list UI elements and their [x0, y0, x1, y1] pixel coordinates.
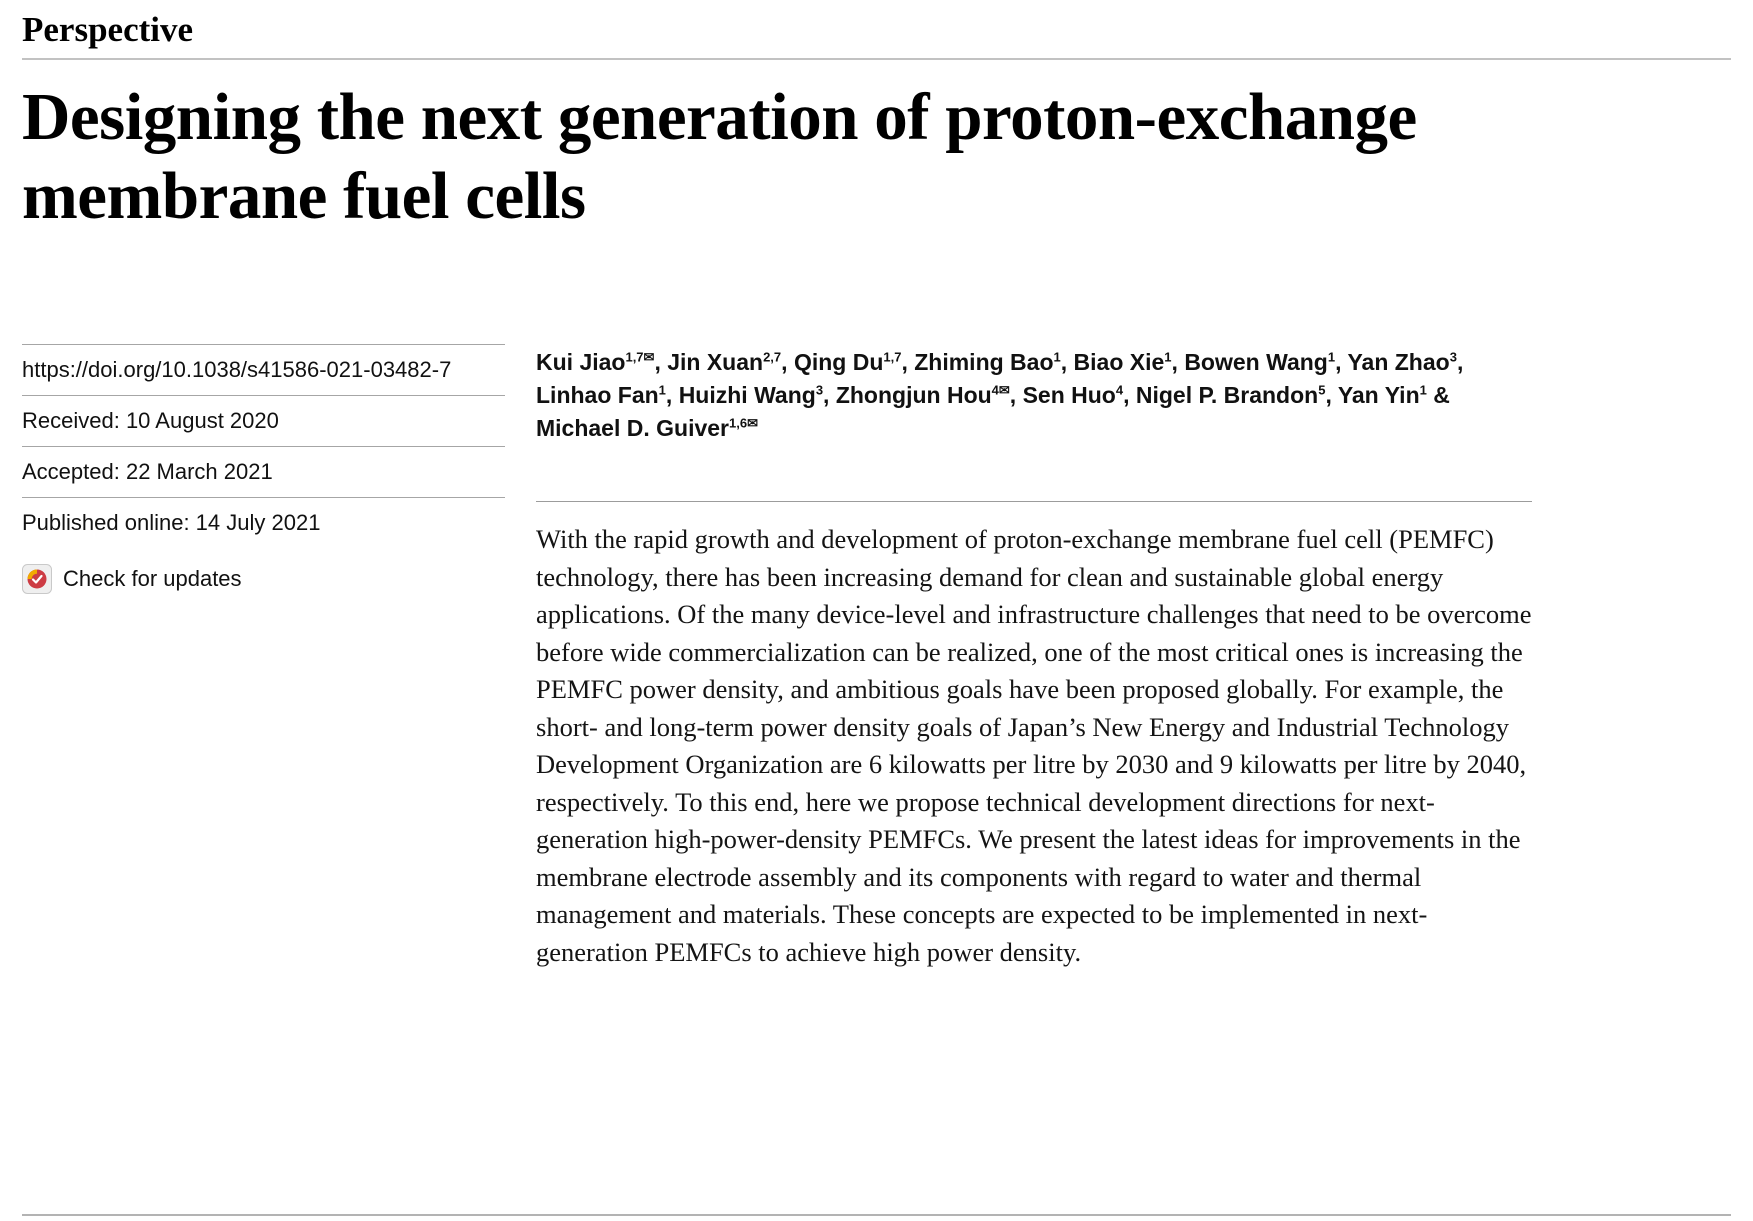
author: Linhao Fan1	[536, 382, 666, 409]
author: Yan Yin1	[1337, 382, 1427, 409]
received-date: Received: 10 August 2020	[22, 395, 505, 446]
abstract-divider	[536, 501, 1532, 503]
article-header-columns: https://doi.org/10.1038/s41586-021-03482…	[22, 344, 1731, 971]
footer-divider	[22, 1214, 1731, 1216]
author: Michael D. Guiver1,6✉	[536, 415, 758, 442]
author: Zhiming Bao1	[914, 349, 1061, 376]
published-date: Published online: 14 July 2021	[22, 497, 505, 548]
check-for-updates-label: Check for updates	[63, 566, 242, 592]
author: Zhongjun Hou4✉	[835, 382, 1010, 409]
metadata-column: https://doi.org/10.1038/s41586-021-03482…	[22, 344, 505, 971]
doi-row: https://doi.org/10.1038/s41586-021-03482…	[22, 344, 505, 395]
crossmark-icon	[22, 564, 52, 595]
author: Kui Jiao1,7✉	[536, 349, 655, 376]
header-divider	[22, 58, 1731, 61]
author: Sen Huo4	[1022, 382, 1124, 409]
content-column: Kui Jiao1,7✉, Jin Xuan2,7, Qing Du1,7, Z…	[536, 344, 1532, 971]
article-type-label: Perspective	[22, 10, 194, 49]
author: Biao Xie1	[1073, 349, 1172, 376]
author: Bowen Wang1	[1184, 349, 1336, 376]
author: Nigel P. Brandon5	[1135, 382, 1326, 409]
author-list: Kui Jiao1,7✉, Jin Xuan2,7, Qing Du1,7, Z…	[536, 349, 1464, 442]
doi-link[interactable]: https://doi.org/10.1038/s41586-021-03482…	[22, 357, 452, 383]
check-for-updates-button[interactable]: Check for updates	[22, 564, 505, 595]
abstract-text: With the rapid growth and development of…	[536, 524, 1532, 967]
author: Huizhi Wang3	[678, 382, 824, 409]
author: Qing Du1,7	[793, 349, 902, 376]
author: Yan Zhao3	[1347, 349, 1457, 376]
accepted-date: Accepted: 22 March 2021	[22, 446, 505, 497]
article-title: Designing the next generation of proton-…	[22, 80, 1417, 234]
author: Jin Xuan2,7	[667, 349, 782, 376]
